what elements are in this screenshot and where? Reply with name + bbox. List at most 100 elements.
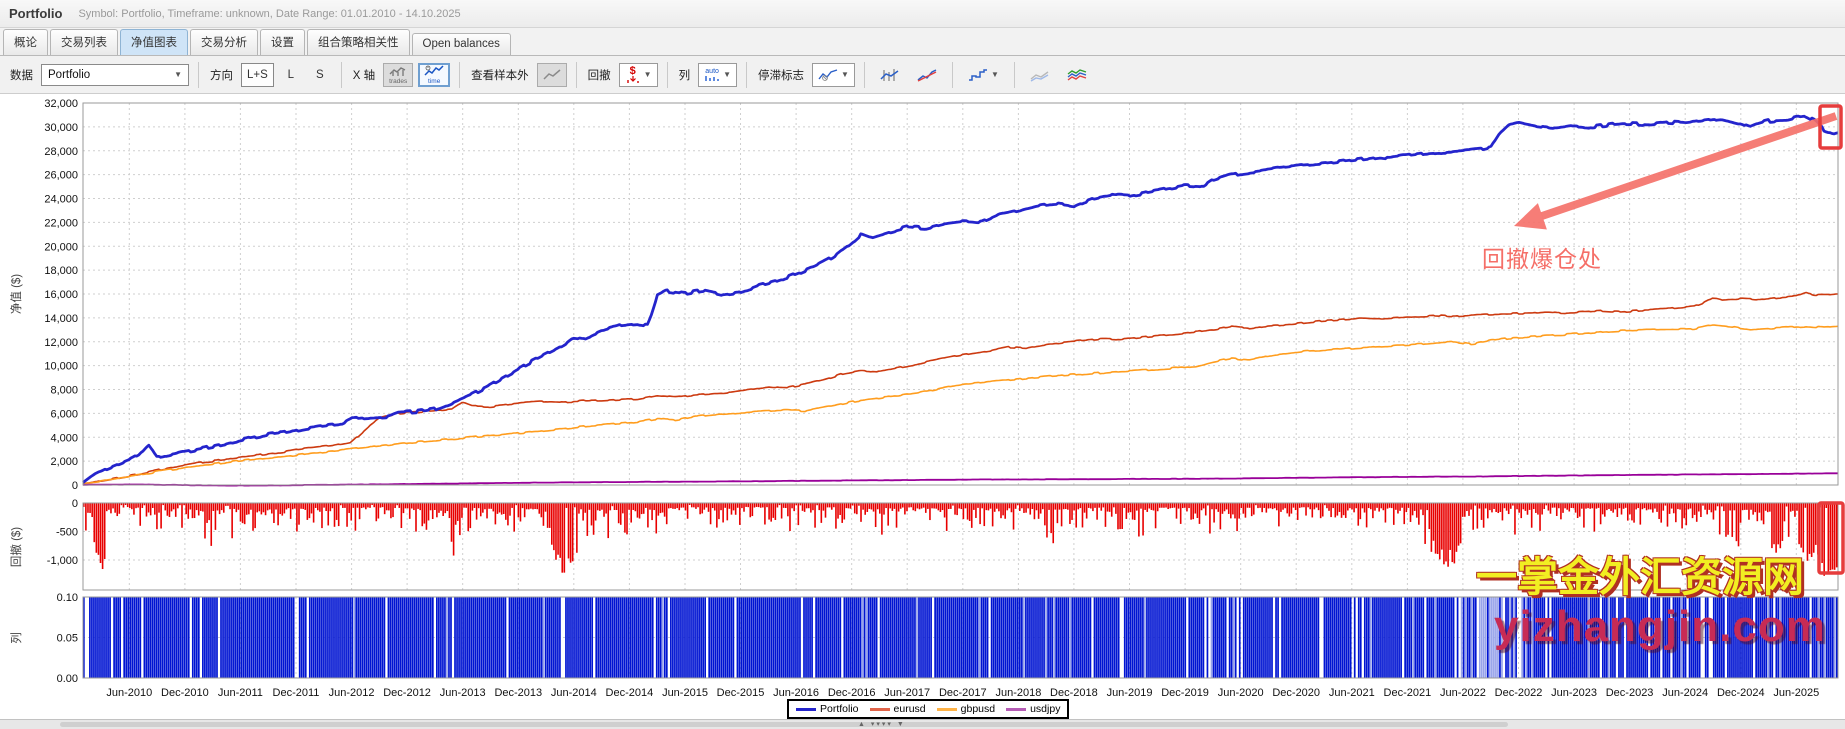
- trades-chart-icon: [389, 66, 406, 76]
- toolbar-separator: [459, 61, 461, 88]
- trades-button-caption: trades: [389, 77, 408, 85]
- svg-text:Dec-2023: Dec-2023: [1606, 687, 1654, 699]
- svg-text:2,000: 2,000: [50, 456, 78, 468]
- svg-text:Dec-2011: Dec-2011: [273, 687, 320, 699]
- svg-text:Dec-2015: Dec-2015: [717, 687, 765, 699]
- svg-text:净值 ($): 净值 ($): [9, 274, 23, 314]
- svg-text:Jun-2021: Jun-2021: [1329, 687, 1375, 699]
- svg-text:列: 列: [9, 632, 23, 644]
- svg-text:Dec-2014: Dec-2014: [606, 687, 654, 699]
- svg-text:32,000: 32,000: [44, 98, 78, 110]
- legend-label: eurusd: [893, 703, 926, 715]
- drawdown-mode-dropdown[interactable]: $ ▼: [618, 62, 658, 87]
- svg-text:Dec-2021: Dec-2021: [1384, 687, 1432, 699]
- direction-short-button[interactable]: S: [308, 63, 332, 87]
- svg-text:24,000: 24,000: [44, 194, 78, 206]
- auto-columns-icon: auto: [705, 67, 719, 81]
- window-header: Portfolio Symbol: Portfolio, Timeframe: …: [0, 0, 1845, 28]
- faded-lines-chart-icon: [1030, 70, 1049, 82]
- tab-4[interactable]: 设置: [260, 29, 305, 55]
- legend-item-usdjpy[interactable]: usdjpy: [1006, 703, 1060, 715]
- trend-line-view-button[interactable]: [911, 63, 943, 87]
- stagnation-marker-dropdown[interactable]: ▼: [812, 62, 855, 87]
- data-source-select[interactable]: Portfolio ▼: [41, 63, 189, 86]
- svg-text:10,000: 10,000: [44, 361, 78, 373]
- svg-text:Dec-2012: Dec-2012: [383, 687, 431, 699]
- legend-item-eurusd[interactable]: eurusd: [869, 703, 926, 715]
- svg-text:4,000: 4,000: [50, 432, 78, 444]
- x-axis-mode-label: X 轴: [352, 69, 376, 82]
- step-line-chart-icon: [968, 68, 987, 81]
- out-of-sample-button[interactable]: [536, 62, 567, 87]
- tab-5[interactable]: 组合策略相关性: [307, 29, 410, 55]
- toolbar-separator: [863, 61, 865, 88]
- svg-text:30,000: 30,000: [44, 122, 78, 134]
- svg-text:0: 0: [72, 498, 78, 510]
- svg-text:回撤 ($): 回撤 ($): [9, 527, 23, 567]
- svg-text:Jun-2013: Jun-2013: [440, 687, 486, 699]
- tab-2-active[interactable]: 净值图表: [120, 29, 188, 55]
- svg-text:26,000: 26,000: [44, 170, 78, 182]
- stagnation-chart-icon: [818, 69, 838, 81]
- svg-text:Jun-2025: Jun-2025: [1773, 687, 1819, 699]
- multi-series-chart-icon: [1067, 68, 1087, 81]
- x-axis-trades-button[interactable]: trades: [383, 62, 414, 87]
- direction-long-short-button[interactable]: L+S: [241, 62, 274, 87]
- data-source-label: 数据: [10, 69, 33, 82]
- bars-line-chart-icon: [880, 68, 899, 81]
- data-source-value: Portfolio: [48, 68, 91, 81]
- svg-text:Jun-2016: Jun-2016: [773, 687, 819, 699]
- column-mode-dropdown[interactable]: auto ▼: [698, 62, 738, 87]
- chevron-down-icon: ▼: [643, 70, 652, 79]
- legend-item-gbpusd[interactable]: gbpusd: [936, 703, 995, 715]
- tab-3[interactable]: 交易分析: [190, 29, 258, 55]
- tab-1[interactable]: 交易列表: [50, 29, 118, 55]
- splitter-down-icon[interactable]: ▼: [896, 721, 906, 728]
- svg-text:Dec-2017: Dec-2017: [939, 687, 987, 699]
- page-title: Portfolio: [9, 6, 63, 21]
- x-axis-time-button[interactable]: time: [418, 62, 451, 87]
- svg-text:8,000: 8,000: [50, 385, 78, 397]
- legend-label: Portfolio: [820, 703, 859, 715]
- chevron-down-icon: ▼: [990, 70, 999, 79]
- trend-line-chart-icon: [917, 68, 937, 82]
- legend-label: usdjpy: [1030, 703, 1061, 715]
- toolbar-separator: [198, 61, 199, 88]
- toolbar-separator: [746, 61, 748, 88]
- step-line-view-dropdown[interactable]: ▼: [962, 63, 1005, 87]
- bottom-scrollbar[interactable]: ▲ ▾▾▾▾ ▼: [0, 719, 1845, 729]
- chart-legend[interactable]: Portfolio eurusd gbpusd usdjpy: [787, 699, 1070, 719]
- svg-text:Jun-2017: Jun-2017: [884, 687, 930, 699]
- bars-with-line-view-button[interactable]: [874, 63, 906, 87]
- svg-text:0.05: 0.05: [57, 633, 78, 645]
- svg-text:Jun-2010: Jun-2010: [106, 687, 152, 699]
- direction-long-button[interactable]: L: [279, 63, 303, 87]
- svg-text:Jun-2018: Jun-2018: [995, 687, 1041, 699]
- svg-text:Jun-2012: Jun-2012: [329, 687, 375, 699]
- svg-text:Jun-2019: Jun-2019: [1107, 687, 1153, 699]
- tab-6[interactable]: Open balances: [411, 33, 511, 55]
- direction-label: 方向: [210, 69, 233, 82]
- toolbar-separator: [340, 61, 342, 88]
- svg-text:14,000: 14,000: [44, 313, 78, 325]
- legend-item-Portfolio[interactable]: Portfolio: [796, 703, 859, 715]
- multi-series-view-button[interactable]: [1061, 63, 1093, 87]
- svg-text:Jun-2023: Jun-2023: [1551, 687, 1597, 699]
- chevron-down-icon: ▼: [841, 70, 849, 79]
- splitter-up-icon[interactable]: ▲: [858, 721, 867, 728]
- svg-text:0.10: 0.10: [57, 592, 78, 604]
- time-button-caption: time: [428, 77, 441, 85]
- svg-text:-500: -500: [56, 527, 78, 539]
- toolbar-separator: [1013, 61, 1015, 88]
- svg-text:Dec-2022: Dec-2022: [1495, 687, 1543, 699]
- tab-0[interactable]: 概论: [3, 29, 48, 55]
- legend-swatch: [869, 707, 890, 711]
- faded-series-view-button[interactable]: [1024, 63, 1056, 87]
- svg-text:Dec-2013: Dec-2013: [494, 687, 542, 699]
- scrollbar-thumb[interactable]: [60, 722, 1508, 727]
- splitter-control[interactable]: ▲ ▾▾▾▾ ▼: [858, 720, 906, 729]
- svg-text:0.00: 0.00: [57, 673, 78, 685]
- svg-text:12,000: 12,000: [44, 337, 78, 349]
